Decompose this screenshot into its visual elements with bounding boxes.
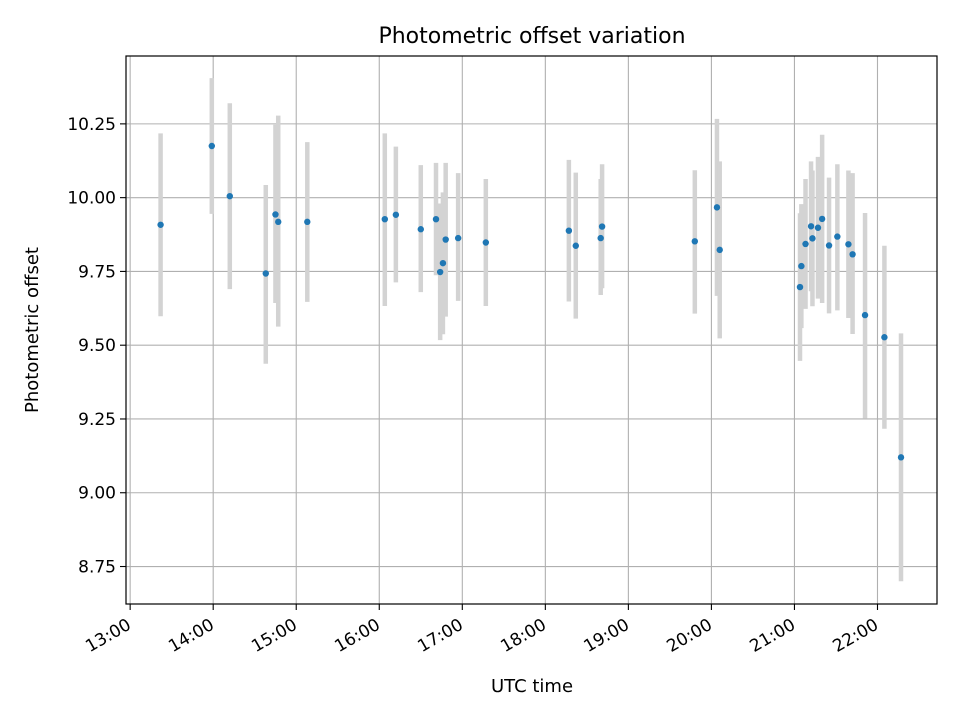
x-tick-label: 15:00 (248, 615, 300, 657)
data-point (807, 223, 815, 230)
data-point (798, 262, 805, 270)
y-tick-label: 9.25 (78, 410, 116, 430)
data-point (849, 251, 856, 258)
data-point (881, 334, 888, 341)
data-point (834, 233, 841, 240)
data-point (818, 215, 826, 223)
data-point (275, 218, 282, 226)
x-tick-label: 13:00 (82, 615, 134, 657)
data-point (442, 236, 449, 243)
data-point (809, 235, 816, 242)
data-point (208, 142, 216, 150)
data-point (565, 227, 573, 234)
x-tick-label: 19:00 (580, 615, 632, 657)
y-tick-label: 9.50 (78, 336, 116, 356)
data-point (825, 242, 833, 249)
y-tick-label: 9.75 (78, 262, 116, 282)
x-axis-label: UTC time (491, 676, 573, 697)
data-point (304, 218, 311, 226)
data-point (897, 454, 905, 461)
plot-frame (125, 55, 938, 605)
data-point (439, 259, 447, 267)
data-point (226, 192, 233, 200)
x-tick-label: 22:00 (830, 615, 882, 657)
data-point (417, 226, 424, 233)
y-tick-label: 10.25 (67, 115, 116, 135)
x-tick-label: 16:00 (331, 615, 383, 657)
x-tick-label: 18:00 (497, 615, 549, 657)
x-axis-ticks: 13:00 14:00 15:00 16:00 17:00 18:00 19:00 20:00… (82, 604, 882, 657)
y-tick-label: 10.00 (67, 189, 116, 209)
y-tick-label: 8.75 (78, 558, 116, 578)
data-point (392, 211, 400, 218)
data-point (845, 241, 852, 248)
data-point (691, 238, 699, 245)
y-axis-label: Photometric offset (22, 247, 43, 413)
data-point (432, 215, 440, 223)
data-point (802, 240, 809, 248)
y-axis-ticks: 8.75 9.00 9.25 9.50 9.75 10.00 10.25 (67, 115, 126, 578)
data-point (713, 204, 721, 211)
data-point (814, 224, 822, 231)
x-tick-label: 20:00 (663, 615, 715, 657)
data-points (157, 142, 905, 461)
x-tick-label: 21:00 (747, 615, 799, 657)
data-point (482, 239, 490, 246)
x-tick-label: 17:00 (414, 615, 466, 657)
data-point (454, 234, 462, 242)
gridlines (126, 56, 937, 604)
chart-title: Photometric offset variation (378, 24, 685, 49)
y-tick-label: 9.00 (78, 484, 116, 504)
error-bars (158, 78, 904, 582)
data-point (861, 311, 869, 319)
data-point (598, 223, 606, 230)
data-point (272, 211, 279, 218)
data-point (157, 221, 164, 228)
x-tick-label: 14:00 (165, 615, 217, 657)
data-point (381, 215, 389, 223)
data-point (796, 283, 804, 291)
data-point (597, 234, 604, 242)
data-point (572, 242, 579, 249)
data-point (716, 246, 723, 254)
data-point (436, 268, 444, 276)
data-point (262, 270, 269, 277)
